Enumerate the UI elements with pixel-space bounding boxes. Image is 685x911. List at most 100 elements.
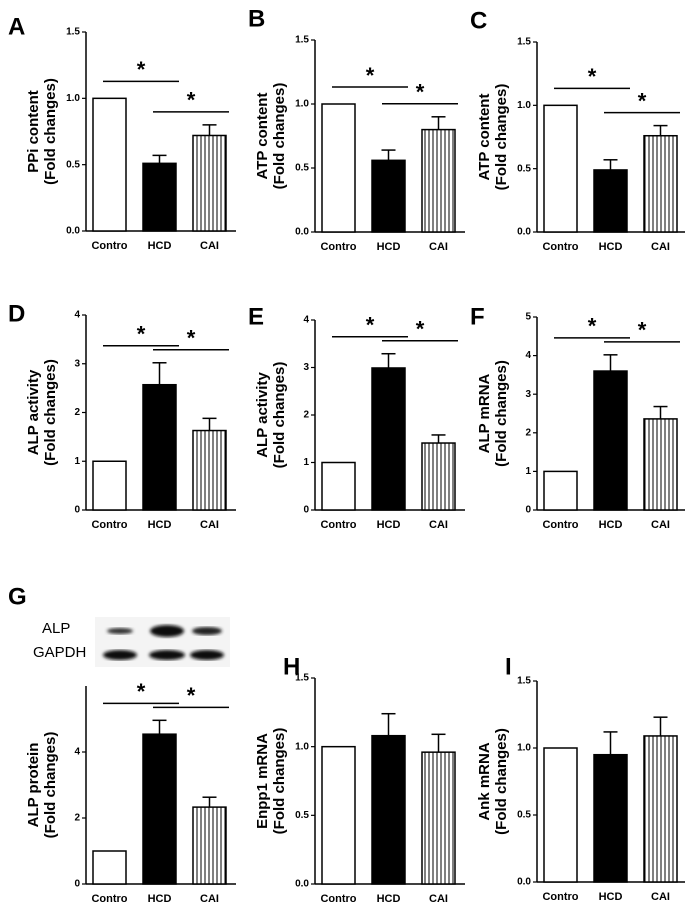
- y-tick-label: 0.5: [295, 810, 309, 821]
- error-bar: [431, 733, 446, 753]
- error-bar: [381, 149, 396, 161]
- bar: [371, 734, 406, 885]
- y-tick-label: 0.5: [517, 810, 531, 821]
- significance-star: *: [137, 322, 146, 347]
- bar: [643, 735, 678, 883]
- bar: [421, 442, 456, 511]
- bar: [192, 806, 227, 885]
- y-axis-label: ATP content: [254, 93, 271, 180]
- bar: [92, 460, 127, 511]
- panel-letter: A: [8, 13, 25, 40]
- panel-letter: H: [283, 653, 300, 680]
- y-tick-label: 0.0: [517, 227, 531, 238]
- bar: [371, 159, 406, 233]
- bar: [543, 104, 578, 233]
- x-tick-label: CAI: [429, 241, 448, 253]
- y-axis-label: (Fold changes): [271, 728, 288, 835]
- y-axis-label: (Fold changes): [42, 359, 59, 466]
- significance-star: *: [187, 683, 196, 708]
- bar: [142, 162, 177, 232]
- x-tick-label: CAI: [200, 893, 219, 905]
- significance-star: *: [187, 326, 196, 351]
- y-tick-label: 2: [303, 410, 309, 421]
- y-tick-label: 0.0: [295, 227, 309, 238]
- y-tick-label: 1.5: [295, 35, 309, 46]
- y-tick-label: 0.0: [66, 226, 80, 237]
- x-tick-label: CAI: [651, 241, 670, 253]
- y-axis-label: (Fold changes): [493, 360, 510, 467]
- y-axis-label: (Fold changes): [42, 732, 59, 839]
- y-tick-label: 1.5: [517, 37, 531, 48]
- bar: [543, 470, 578, 511]
- y-axis-label: Enpp1 mRNA: [254, 733, 271, 829]
- y-tick-label: 0: [74, 505, 80, 516]
- error-bar: [431, 116, 446, 130]
- x-tick-label: Contro: [91, 893, 127, 905]
- y-axis-label: ALP mRNA: [476, 373, 493, 453]
- bar: [92, 850, 127, 885]
- x-tick-label: Contro: [320, 241, 356, 253]
- bar: [142, 383, 177, 511]
- y-axis-label: ALP protein: [25, 743, 42, 828]
- error-bar: [431, 434, 446, 444]
- y-tick-label: 0.5: [295, 163, 309, 174]
- y-tick-label: 0.0: [517, 877, 531, 888]
- significance-star: *: [588, 314, 597, 339]
- y-tick-label: 1.5: [66, 27, 80, 38]
- significance-star: *: [638, 318, 647, 343]
- y-tick-label: 3: [74, 358, 80, 369]
- y-tick-label: 4: [303, 315, 309, 326]
- y-tick-label: 4: [74, 747, 80, 758]
- significance-star: *: [366, 63, 375, 88]
- x-tick-label: CAI: [200, 240, 219, 252]
- y-tick-label: 1: [303, 457, 309, 468]
- y-axis-label: PPi content: [25, 90, 42, 173]
- x-tick-label: HCD: [599, 891, 623, 903]
- y-axis-label: ALP activity: [25, 369, 42, 455]
- y-tick-label: 2: [74, 407, 80, 418]
- significance-star: *: [416, 80, 425, 105]
- error-bar: [653, 124, 668, 136]
- y-tick-label: 0: [74, 879, 80, 890]
- error-bar: [202, 796, 217, 808]
- x-tick-label: Contro: [320, 519, 356, 531]
- x-tick-label: CAI: [429, 893, 448, 905]
- y-tick-label: 3: [303, 362, 309, 373]
- bar: [421, 128, 456, 233]
- y-axis-label: (Fold changes): [493, 84, 510, 191]
- y-axis-label: ALP activity: [254, 372, 271, 458]
- significance-star: *: [137, 57, 146, 82]
- bar: [92, 97, 127, 232]
- y-tick-label: 0.5: [517, 163, 531, 174]
- x-tick-label: Contro: [91, 240, 127, 252]
- error-bar: [381, 352, 396, 368]
- y-tick-label: 5: [525, 312, 531, 323]
- panel-letter: I: [505, 653, 512, 680]
- bar: [593, 169, 628, 233]
- bar: [643, 134, 678, 233]
- y-tick-label: 1.0: [295, 99, 309, 110]
- y-tick-label: 3: [525, 389, 531, 400]
- error-bar: [603, 731, 618, 755]
- x-tick-label: Contro: [91, 519, 127, 531]
- bar: [321, 745, 356, 885]
- panel-letter: G: [8, 583, 27, 610]
- error-bar: [152, 719, 167, 735]
- y-tick-label: 1.5: [295, 673, 309, 684]
- y-axis-label: (Fold changes): [271, 362, 288, 469]
- y-tick-label: 4: [74, 310, 80, 321]
- x-tick-label: HCD: [377, 241, 401, 253]
- y-axis-label: (Fold changes): [493, 728, 510, 835]
- x-tick-label: Contro: [542, 241, 578, 253]
- x-tick-label: Contro: [542, 519, 578, 531]
- panel-letter: C: [470, 7, 487, 34]
- x-tick-label: Contro: [542, 891, 578, 903]
- x-tick-label: CAI: [651, 891, 670, 903]
- y-tick-label: 1.0: [517, 743, 531, 754]
- x-tick-label: CAI: [651, 519, 670, 531]
- error-bar: [653, 405, 668, 419]
- bar: [643, 418, 678, 511]
- y-tick-label: 1.0: [66, 93, 80, 104]
- significance-star: *: [588, 64, 597, 89]
